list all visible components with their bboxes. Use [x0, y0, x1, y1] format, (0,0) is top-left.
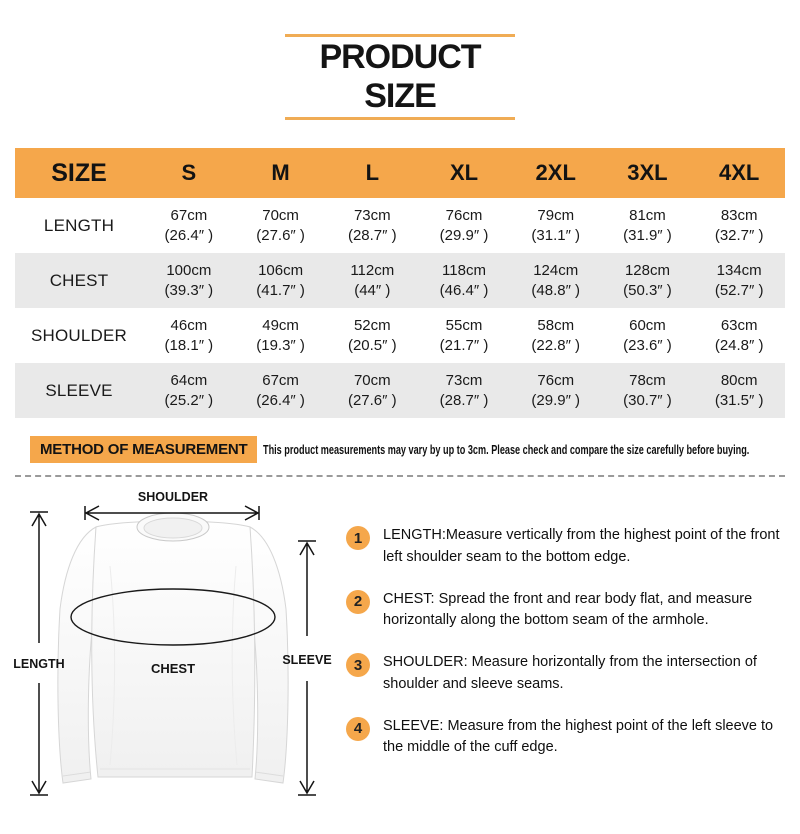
- table-row-shoulder: SHOULDER 46cm (18.1″ ) 49cm (19.3″ ) 52cm(…: [15, 308, 785, 363]
- table-cell: 78cm (30.7″ ): [623, 372, 672, 409]
- diagram-label-sleeve: SLEEVE: [282, 653, 331, 667]
- step-text: SLEEVE: Measure from the highest point o…: [383, 717, 774, 756]
- method-of-measurement-bar: METHOD OF MEASUREMENT This product measu…: [15, 436, 785, 477]
- left-cuff-line: [62, 771, 92, 777]
- table-cell: 63cm (24.8″ ): [714, 317, 764, 354]
- table-cell: 46cm (18.1″ ): [164, 317, 214, 354]
- length-arrow: [30, 511, 48, 796]
- table-cell: 60cm (23.6″ ): [623, 317, 672, 354]
- title-rule-top: [285, 34, 515, 37]
- step-text: CHEST: Spread the front and rear body fl…: [383, 590, 753, 629]
- step-number-badge: 1: [346, 526, 370, 550]
- shirt-left-sleeve: [57, 526, 97, 784]
- table-cell: 52cm (20.5″ ): [347, 317, 397, 354]
- table-row-length: LENGTH 67cm (26.4″ ) 70cm (27.6″ ) 73cm (28…: [15, 198, 785, 253]
- list-item: 1 LENGTH:Measure vertically from the hig…: [346, 525, 790, 569]
- instruction-list: 1 LENGTH:Measure vertically from the hig…: [340, 481, 794, 820]
- header-3xl: 3XL: [627, 160, 668, 185]
- chest-ellipse: [70, 588, 276, 646]
- step-text: LENGTH:Measure vertically from the highe…: [383, 527, 780, 565]
- row-label: SHOULDER: [30, 325, 128, 345]
- title-rule-bottom: [285, 117, 515, 120]
- table-cell: 112cm (44″ ): [350, 262, 395, 299]
- step-number-badge: 4: [346, 716, 370, 741]
- right-cuff-line: [254, 771, 284, 777]
- table-cell: 106cm (41.7″ ): [256, 262, 305, 299]
- shoulder-arrow: [84, 505, 260, 521]
- table-cell: 128cm (50.3″ ): [623, 262, 672, 299]
- step-number-badge: 3: [346, 653, 370, 677]
- header-2xl: 2XL: [535, 160, 576, 185]
- list-item: 4 SLEEVE: Measure from the highest point…: [346, 716, 790, 760]
- header-m: M: [271, 160, 290, 185]
- sleeve-arrow: [298, 540, 316, 796]
- shirt-body: [91, 520, 256, 778]
- table-cell: 83cm (32.7″ ): [714, 207, 764, 244]
- measurement-note: This product measurements may vary by up…: [263, 442, 750, 457]
- measurement-guide: CHEST SHOULDER LENGTH SLEEVE 1 LENGTH:Me…: [0, 477, 800, 820]
- shirt-right-sleeve: [249, 526, 289, 784]
- tshirt-graphic: CHEST SHOULDER LENGTH SLEEVE: [13, 490, 332, 796]
- list-item: 2 CHEST: Spread the front and rear body …: [346, 589, 790, 633]
- diagram-label-length: LENGTH: [13, 657, 64, 671]
- table-cell: 81cm (31.9″ ): [623, 207, 672, 244]
- diagram-label-shoulder: SHOULDER: [138, 490, 208, 504]
- size-table-header: SIZE S M L XL 2XL 3XL 4XL: [15, 148, 785, 198]
- method-badge: METHOD OF MEASUREMENT: [30, 436, 258, 463]
- table-cell: 70cm (27.6″ ): [347, 372, 397, 409]
- table-cell: 55cm (21.7″ ): [439, 317, 489, 354]
- table-cell: 124cm (48.8″ ): [531, 262, 581, 299]
- list-item: 3 SHOULDER: Measure horizontally from th…: [346, 652, 790, 696]
- table-row-chest: CHEST 100cm (39.3″ ) 106cm (41.7″ ) 112cm(…: [15, 253, 785, 308]
- size-table: SIZE S M L XL 2XL 3XL 4XL LENGTH 67cm (26…: [15, 148, 785, 418]
- header-s: S: [181, 160, 197, 185]
- table-cell: 76cm (29.9″ ): [531, 372, 581, 409]
- tshirt-diagram: CHEST SHOULDER LENGTH SLEEVE: [6, 481, 340, 820]
- row-label: CHEST: [49, 270, 109, 290]
- table-cell: 64cm (25.2″ ): [164, 372, 214, 409]
- table-cell: 67cm (26.4″ ): [256, 372, 305, 409]
- table-cell: 58cm (22.8″ ): [531, 317, 581, 354]
- header-xl: XL: [449, 160, 479, 185]
- table-cell: 67cm (26.4″ ): [164, 207, 214, 244]
- step-text: SHOULDER: Measure horizontally from the …: [383, 654, 757, 692]
- table-cell: 134cm (52.7″ ): [714, 262, 764, 299]
- table-cell: 49cm (19.3″ ): [256, 317, 305, 354]
- diagram-label-chest: CHEST: [151, 661, 195, 676]
- header-4xl: 4XL: [718, 160, 760, 185]
- table-cell: 73cm (28.7″ ): [439, 372, 489, 409]
- table-cell: 118cm (46.4″ ): [439, 262, 489, 299]
- step-number-badge: 2: [346, 589, 370, 614]
- collar-inner: [143, 517, 203, 539]
- page-title-block: PRODUCT SIZE: [285, 34, 515, 120]
- row-label: SLEEVE: [45, 380, 113, 400]
- table-row-sleeve: SLEEVE 64cm (25.2″ ) 67cm (26.4″ ) 70cm (27…: [15, 363, 785, 418]
- table-cell: 76cm (29.9″ ): [439, 207, 489, 244]
- page-title: PRODUCT SIZE: [319, 38, 481, 115]
- table-cell: 73cm (28.7″ ): [347, 207, 397, 244]
- table-cell: 70cm (27.6″ ): [256, 207, 305, 244]
- table-cell: 100cm (39.3″ ): [164, 262, 214, 299]
- table-cell: 80cm (31.5″ ): [714, 372, 764, 409]
- header-size: SIZE: [51, 158, 107, 187]
- row-label: LENGTH: [43, 215, 115, 235]
- table-cell: 79cm (31.1″ ): [531, 207, 581, 244]
- header-l: L: [365, 160, 380, 185]
